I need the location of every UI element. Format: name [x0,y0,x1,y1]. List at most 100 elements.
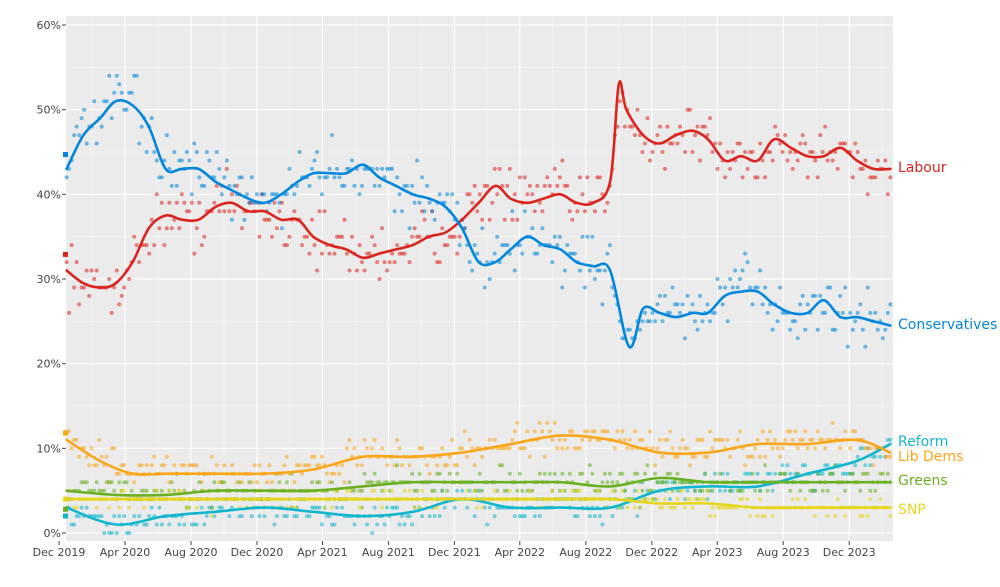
poll-point [883,158,888,163]
poll-point [750,302,755,307]
poll-point [660,505,665,510]
poll-point [387,260,392,265]
poll-point [705,488,710,493]
poll-point [785,463,790,468]
poll-point [277,209,282,214]
poll-point [119,293,124,298]
trend-line-labour [65,80,892,289]
poll-point [274,226,279,231]
poll-point [132,480,137,485]
poll-point [708,514,712,519]
poll-point [152,243,157,248]
poll-point [342,183,347,188]
poll-point [723,285,728,290]
poll-point [668,429,672,434]
poll-point [615,429,620,434]
poll-point [485,522,490,527]
poll-point [315,268,319,273]
poll-point [512,429,517,434]
poll-point [650,150,655,154]
poll-point [282,463,287,468]
poll-point [560,471,565,476]
poll-point [167,488,172,493]
poll-point [888,454,893,459]
poll-point [407,260,412,265]
y-tick-label: 30% [37,273,61,286]
poll-point [420,175,425,180]
poll-point [788,150,793,154]
poll-point [72,133,77,138]
poll-point [139,124,144,129]
election-result-marker [63,251,68,257]
poll-point [297,150,302,154]
trend-line-snp [65,497,892,510]
poll-point [77,454,82,459]
election-result-marker [63,430,68,436]
poll-point [412,505,417,510]
poll-point [560,446,565,451]
poll-point [487,437,492,442]
poll-point [159,200,164,205]
poll-point [778,285,783,290]
poll-point [375,166,380,171]
poll-point [87,463,92,468]
poll-point [164,454,169,459]
poll-point [385,505,390,510]
poll-point [164,133,169,138]
poll-point [795,336,800,341]
x-tick-label: Apr 2021 [297,546,348,559]
poll-point [307,183,312,188]
poll-point [162,243,167,248]
poll-point [207,158,212,163]
poll-point [693,454,697,459]
poll-point [217,166,222,171]
poll-point [192,251,197,256]
poll-point [713,471,717,476]
poll-point [402,522,407,527]
poll-point [765,488,770,493]
poll-point [104,454,109,459]
poll-point [685,293,690,298]
poll-point [580,471,585,476]
poll-point [512,192,517,197]
poll-point [72,522,77,527]
poll-point [347,268,352,273]
poll-point [149,505,154,510]
poll-point [585,175,590,180]
poll-point [99,514,104,519]
poll-point [570,217,575,222]
poll-point [758,454,763,459]
poll-point [132,234,137,239]
poll-point [708,319,712,324]
poll-point [678,124,682,129]
poll-point [455,488,460,493]
poll-point [728,277,733,281]
poll-point [182,200,187,205]
poll-point [127,505,132,510]
poll-point [658,437,662,442]
poll-point [287,234,292,239]
poll-point [675,454,680,459]
poll-point [117,514,122,519]
poll-point [94,463,99,468]
poll-point [417,471,422,476]
poll-point [725,437,730,442]
poll-point [888,175,893,180]
poll-point [445,243,450,248]
poll-point [222,209,227,214]
poll-point [873,454,878,459]
x-tick-label: Aug 2020 [165,546,218,559]
poll-point [254,192,259,197]
poll-point [442,200,447,205]
poll-point [197,480,202,485]
poll-point [402,251,407,256]
poll-point [505,183,510,188]
poll-point [795,446,800,451]
poll-point [182,522,187,527]
poll-point [517,471,522,476]
poll-point [520,488,525,493]
x-tick-label: Aug 2022 [559,546,612,559]
poll-point [407,226,412,231]
poll-point [885,192,890,197]
poll-point [452,234,457,239]
